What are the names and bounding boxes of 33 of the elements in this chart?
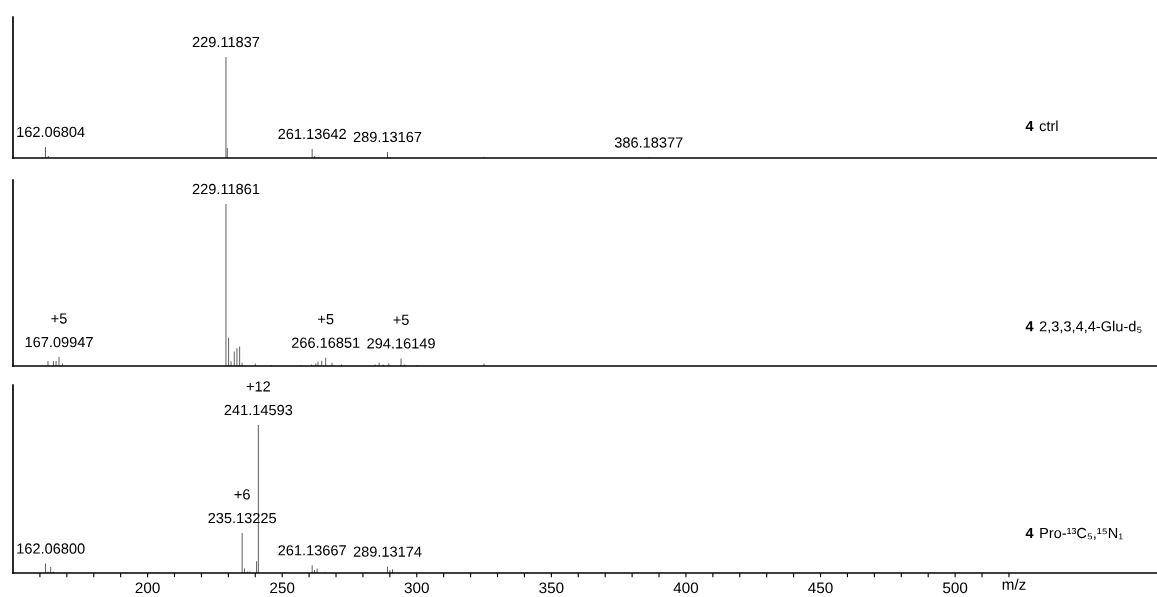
annotation: 235.13225	[208, 512, 277, 524]
x-tick-label: 200	[135, 582, 160, 594]
x-tick-label: 500	[942, 582, 968, 594]
x-tick-label: 350	[539, 582, 564, 594]
annotation: +5	[51, 313, 67, 324]
text: 4	[1025, 120, 1034, 131]
annotation: 162.06800	[17, 543, 85, 554]
annotation: 229.11837	[192, 36, 260, 48]
annotation: +12	[246, 381, 270, 392]
annotation: Pro-¹³C₅,¹⁵N₁	[1040, 527, 1123, 540]
x-tick-label: 450	[808, 582, 833, 594]
x-tick-label: 400	[673, 582, 699, 594]
annotation: 167.09947	[25, 336, 93, 348]
x-tick-label: 300	[404, 582, 429, 594]
x-tick-label: 250	[270, 582, 295, 594]
annotation: 2,3,3,4,4-Glu-d₅	[1039, 320, 1142, 334]
text: 4	[1025, 321, 1034, 332]
annotation: 294.16149	[367, 338, 435, 349]
annotation: 229.11861	[192, 183, 260, 195]
annotation: +6	[234, 489, 250, 500]
annotation: 289.13167	[353, 131, 422, 143]
annotation: 261.13667	[278, 545, 346, 556]
annotation: 386.18377	[614, 137, 683, 148]
annotation: +5	[393, 314, 409, 325]
annotation: 261.13642	[278, 128, 346, 140]
annotation: 162.06804	[17, 126, 85, 138]
x-axis-title: m/z	[1002, 578, 1026, 590]
annotation: ctrl	[1039, 120, 1058, 132]
annotation: 289.13174	[353, 546, 422, 557]
annotation: +5	[318, 314, 334, 325]
annotation: 266.16851	[291, 337, 360, 348]
text: 4	[1025, 527, 1034, 539]
annotation: 241.14593	[224, 404, 293, 416]
